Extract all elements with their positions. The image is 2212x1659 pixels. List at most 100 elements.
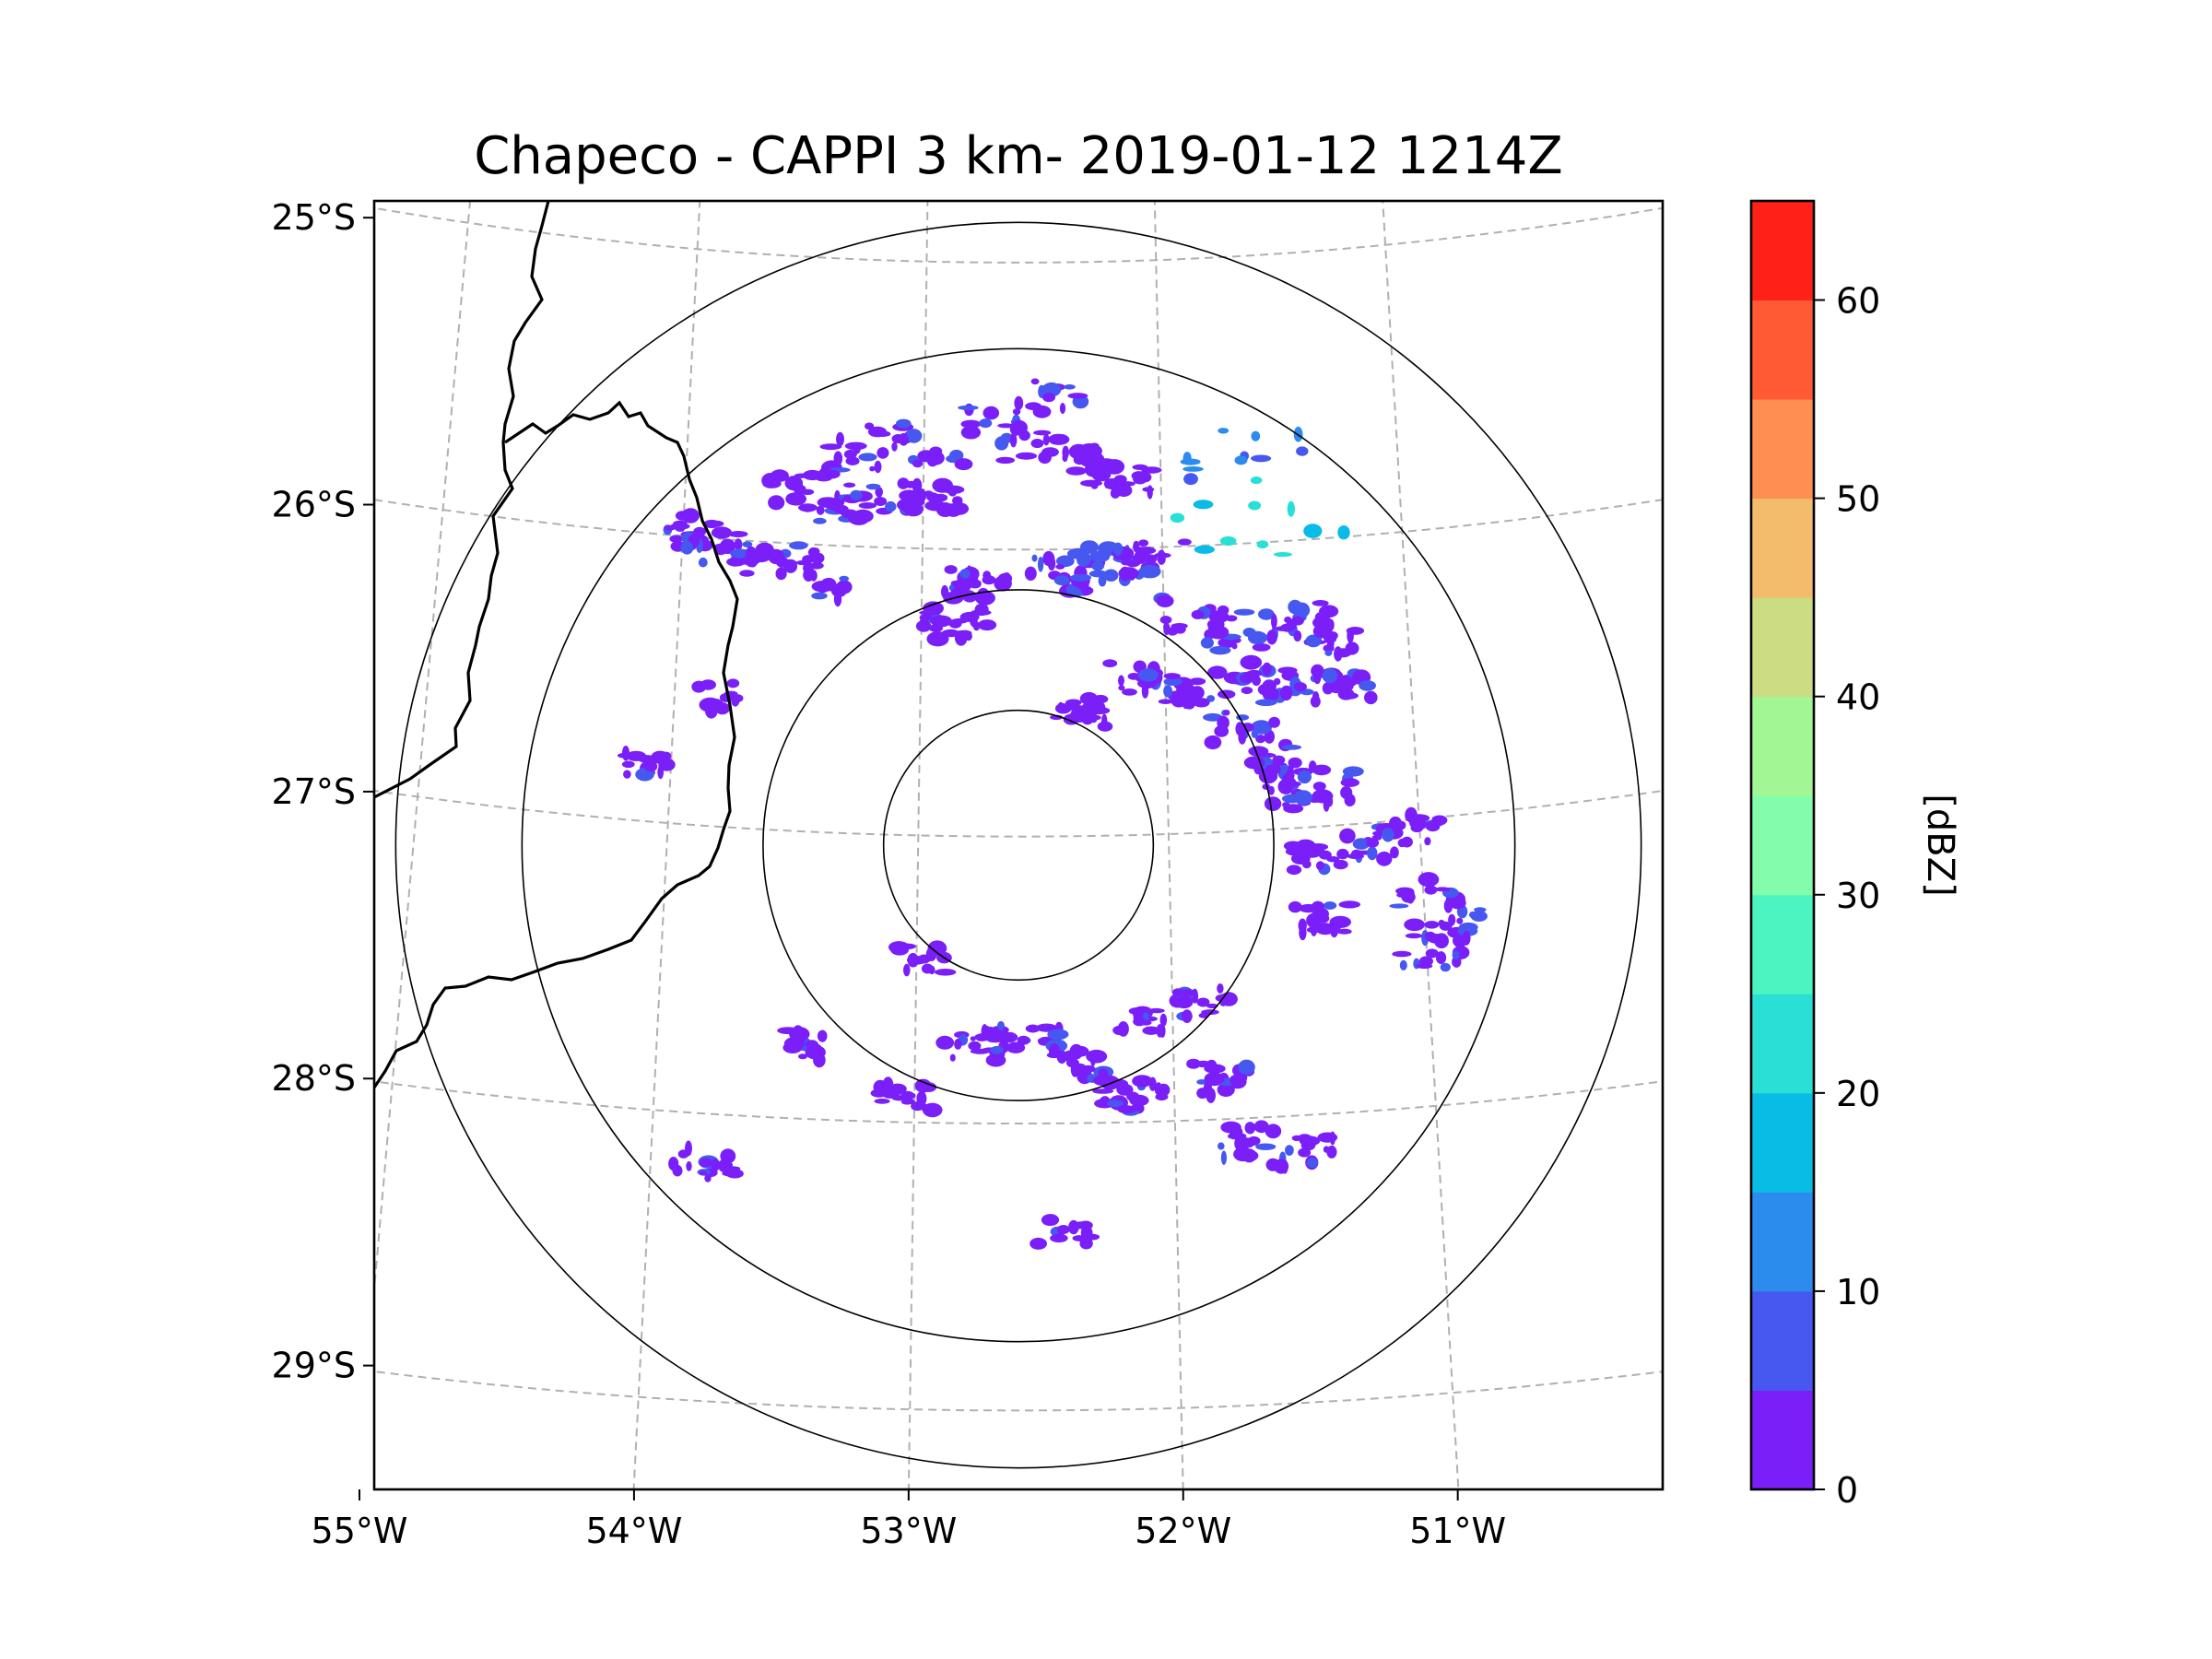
echo-cell <box>810 547 820 556</box>
echo-cluster <box>777 1025 828 1068</box>
echo-cell <box>1251 454 1272 463</box>
echo-cell <box>1204 629 1215 641</box>
echo-cell <box>798 1053 807 1060</box>
echo-cell <box>1159 1013 1168 1027</box>
echo-cell <box>1256 540 1269 549</box>
echo-cell <box>1268 785 1275 795</box>
echo-cell <box>1122 688 1137 696</box>
echo-cell <box>1312 624 1331 639</box>
echo-cell <box>811 592 828 600</box>
echo-cell <box>1200 637 1214 649</box>
echo-cluster <box>888 940 957 977</box>
colorbar-segment <box>1751 1192 1814 1292</box>
reflectivity-echoes <box>617 378 1488 1250</box>
echo-cell <box>1055 564 1065 570</box>
colorbar-tick-label: 60 <box>1836 281 1880 322</box>
echo-cluster <box>1389 872 1466 913</box>
echo-cell <box>848 511 870 525</box>
echo-cell <box>1014 395 1024 410</box>
echo-cell <box>680 541 694 555</box>
echo-cell <box>1218 1142 1225 1150</box>
echo-cell <box>923 601 944 616</box>
echo-core <box>699 1158 712 1168</box>
echo-cell <box>1100 1075 1120 1090</box>
echo-cell <box>1390 846 1399 859</box>
echo-cell <box>1218 428 1230 434</box>
echo-cell <box>1156 594 1174 607</box>
echo-cell <box>990 1045 1004 1054</box>
echo-cell <box>1303 524 1323 538</box>
echo-cell <box>1036 1023 1057 1032</box>
echo-cell <box>1275 626 1291 631</box>
colorbar-tick-label: 30 <box>1836 876 1880 916</box>
echo-cell <box>1088 550 1111 563</box>
echo-cell <box>1030 1237 1047 1250</box>
echo-cell <box>1401 891 1416 903</box>
echo-cell <box>1182 1009 1193 1023</box>
x-tick-label: 54°W <box>585 1511 682 1551</box>
echo-core <box>693 526 707 536</box>
echo-cell <box>941 629 960 638</box>
echo-cell <box>1333 859 1348 870</box>
echo-cell <box>949 1053 956 1062</box>
echo-cell <box>1262 662 1272 677</box>
echo-cell <box>1266 629 1277 645</box>
echo-cell <box>1408 814 1430 822</box>
echo-cell <box>960 425 982 440</box>
meridian-gridline <box>374 201 471 1300</box>
echo-core <box>1312 782 1326 792</box>
echo-cell <box>1103 569 1119 582</box>
x-tick-label: 53°W <box>860 1511 957 1551</box>
echo-cell <box>858 453 877 462</box>
echo-cell <box>1312 764 1332 776</box>
echo-cell <box>1342 766 1364 777</box>
echo-cell <box>1339 828 1356 844</box>
meridian-gridline <box>632 201 701 1489</box>
echo-cell <box>1298 918 1307 934</box>
echo-cell <box>1424 921 1440 929</box>
echo-cluster <box>1012 378 1089 418</box>
echo-cell <box>1337 525 1350 540</box>
echo-cell <box>1207 665 1228 679</box>
y-axis-ticks: 25°S 26°S 27°S 28°S 29°S <box>272 197 374 1386</box>
echo-cell <box>1065 699 1082 707</box>
echo-cell <box>1264 796 1282 811</box>
echo-cell <box>955 584 970 590</box>
echo-cell <box>1288 841 1309 857</box>
echo-cell <box>1323 901 1337 910</box>
echo-cell <box>817 1030 828 1042</box>
echo-cell <box>959 569 971 579</box>
echo-cell <box>1204 735 1222 750</box>
echo-cell <box>1037 557 1044 572</box>
echo-cell <box>930 615 953 628</box>
echo-cell <box>1352 838 1371 850</box>
echo-cell <box>1268 716 1280 728</box>
echo-cell <box>1065 466 1087 476</box>
echo-cell <box>711 1159 721 1171</box>
echo-cell <box>1220 1150 1227 1165</box>
echo-cell <box>698 557 708 568</box>
echo-core <box>968 1041 982 1051</box>
colorbar-segment <box>1751 1092 1814 1193</box>
echo-cell <box>731 557 737 567</box>
echo-cell <box>789 541 808 550</box>
echo-cell <box>1091 466 1112 482</box>
echo-core <box>1424 885 1438 895</box>
echo-cell <box>1090 482 1099 489</box>
meridian-gridline <box>1382 201 1460 1489</box>
echo-cell <box>1009 432 1018 448</box>
echo-cluster <box>1112 1006 1168 1038</box>
graticule-grid <box>374 201 1663 1489</box>
echo-cell <box>839 575 850 582</box>
echo-core <box>1073 455 1087 465</box>
echo-cluster <box>1218 1120 1294 1166</box>
echo-cell <box>1231 642 1238 650</box>
echo-cluster <box>1288 900 1361 941</box>
echo-cell <box>1137 668 1159 682</box>
range-rings <box>394 221 1642 1469</box>
echo-cell <box>1147 1007 1165 1014</box>
echo-core <box>1191 609 1205 619</box>
echo-cluster <box>899 429 973 471</box>
echo-cell <box>1344 794 1356 807</box>
echo-cluster <box>870 1077 943 1118</box>
